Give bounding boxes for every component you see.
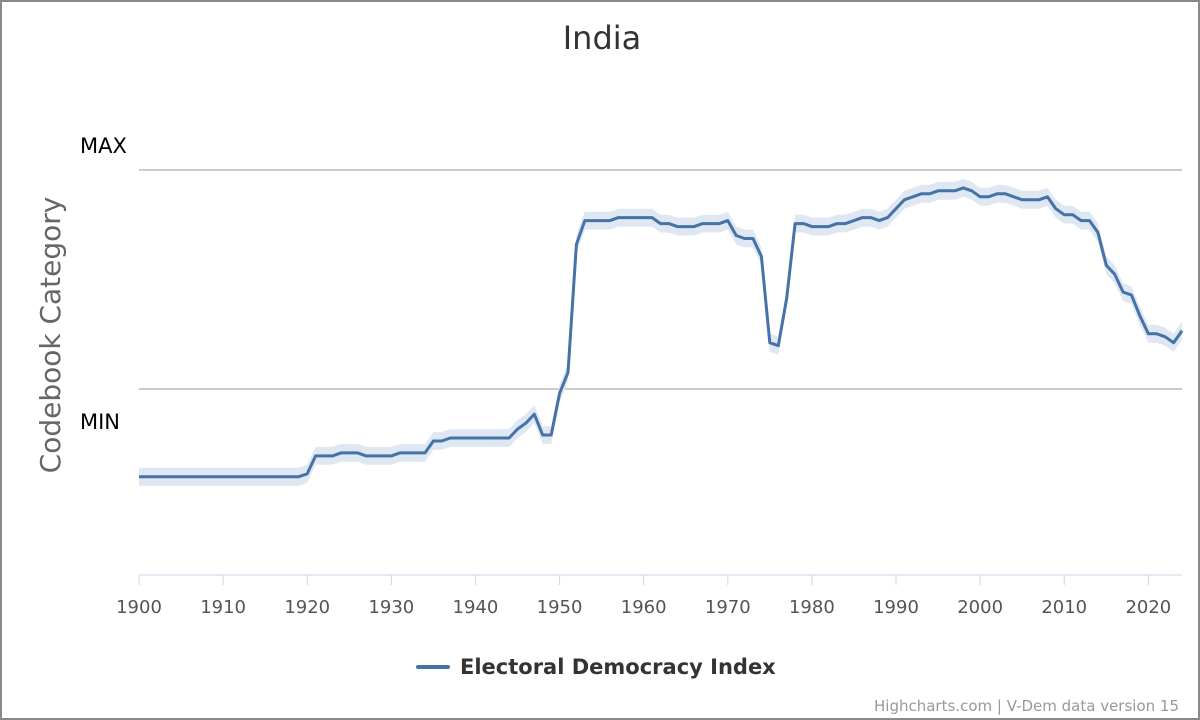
x-tick-label: 1990 [873, 597, 919, 618]
chart-title: India [563, 19, 642, 57]
x-tick-label: 2000 [957, 597, 1003, 618]
x-tick-label: 1970 [705, 597, 751, 618]
x-tick-label: 1960 [621, 597, 667, 618]
y-min-label: MIN [80, 410, 120, 434]
x-axis: 1900 1910 1920 1930 1940 1950 1960 1970 1980 1990… [116, 575, 1171, 618]
x-tick-label: 1900 [116, 597, 162, 618]
x-tick-label: 1940 [453, 597, 499, 618]
x-tick-label: 1910 [200, 597, 246, 618]
legend[interactable]: Electoral Democracy Index [416, 655, 776, 679]
confidence-band [139, 178, 1182, 486]
x-tick-label: 1950 [537, 597, 583, 618]
credits-link[interactable]: Highcharts.com | V-Dem data version 15 [874, 697, 1179, 715]
y-max-label: MAX [80, 134, 127, 158]
x-tick-label: 2020 [1125, 597, 1171, 618]
plot-area [139, 178, 1184, 486]
series-line-electoral-democracy-index[interactable] [139, 186, 1184, 479]
legend-label[interactable]: Electoral Democracy Index [460, 655, 776, 679]
y-axis-label: Codebook Category [34, 197, 67, 474]
x-tick-label: 1980 [789, 597, 835, 618]
x-tick-label: 1920 [284, 597, 330, 618]
x-tick-label: 1930 [368, 597, 414, 618]
x-tick-label: 2010 [1041, 597, 1087, 618]
